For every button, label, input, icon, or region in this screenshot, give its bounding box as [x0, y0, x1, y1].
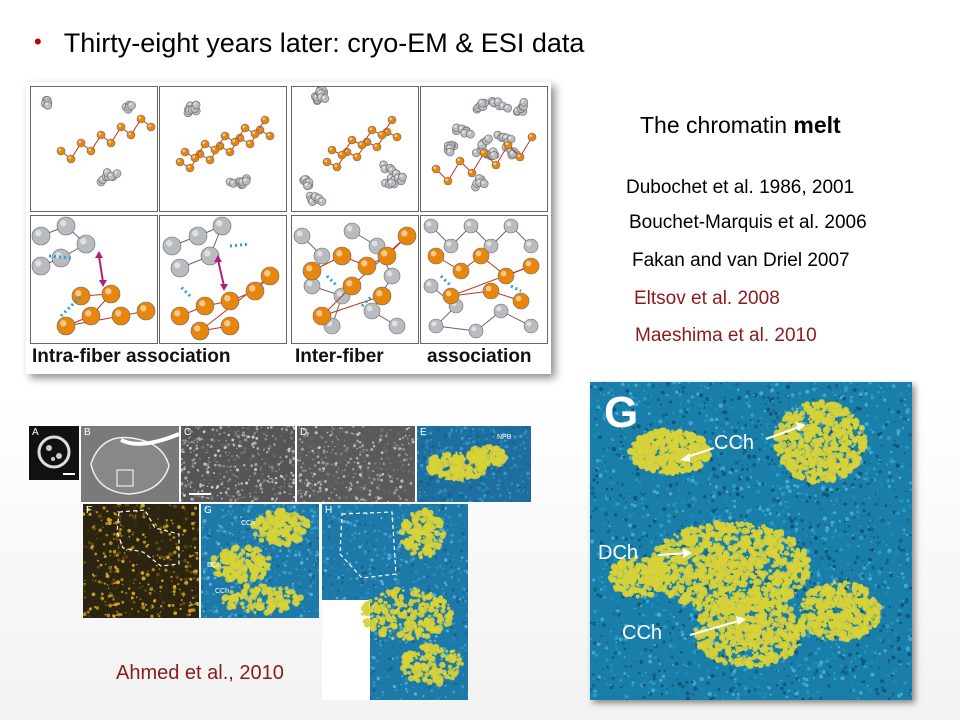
label-g: G — [204, 505, 212, 516]
reference-1: Dubochet et al. 1986, 2001 — [626, 177, 855, 198]
esi-panel-d: D — [297, 426, 415, 502]
fiber-panel-1 — [30, 86, 158, 212]
esi-panel-b: B — [81, 426, 179, 502]
reference-4: Eltsov et al. 2008 — [634, 288, 780, 309]
credit-ahmed: Ahmed et al., 2010 — [116, 662, 284, 684]
title-text: Thirty-eight years later: cryo-EM & ESI … — [63, 28, 585, 58]
fiber-panel-7 — [291, 215, 419, 344]
reference-5: Maeshima et al. 2010 — [635, 325, 817, 346]
title-bullet: • — [34, 29, 42, 54]
fiber-panel-2 — [159, 86, 287, 212]
chromatin-melt-heading: The chromatin melt — [640, 112, 841, 139]
esi-panel-c: C — [181, 426, 295, 502]
fiber-association-figure: Intra-fiber association Inter-fiber asso… — [26, 82, 551, 374]
fiber-panel-5 — [30, 215, 158, 344]
esi-panel-e: E NPB — [417, 426, 531, 502]
heading-prefix: The chromatin — [640, 112, 794, 138]
reference-3: Fakan and van Driel 2007 — [632, 250, 850, 271]
caption-inter-fiber: Inter-fiber — [295, 346, 384, 367]
label-d: D — [300, 427, 308, 438]
reference-2: Bouchet-Marquis et al. 2006 — [629, 212, 867, 233]
label-b: B — [84, 427, 91, 438]
esi-panel-a: A — [29, 426, 79, 480]
cch-label-top: CCh — [714, 432, 755, 454]
cch-label-bottom: CCh — [622, 622, 663, 644]
esi-panel-h: H — [322, 504, 468, 700]
heading-bold: melt — [793, 112, 841, 138]
fiber-panel-3 — [291, 86, 419, 212]
esi-panel-g: G CCh DCh CCh — [201, 504, 319, 618]
label-e: E — [420, 427, 427, 438]
caption-intra-fiber: Intra-fiber association — [32, 346, 231, 367]
label-npb: NPB — [497, 434, 512, 441]
fiber-panel-4 — [420, 86, 548, 212]
large-esi-panel-g: G CCh DCh CCh — [590, 382, 912, 700]
label-f: F — [86, 505, 93, 516]
label-a: A — [32, 427, 39, 438]
caption-association: association — [427, 346, 532, 367]
esi-panel-f: F — [83, 504, 199, 618]
dch-label: DCh — [598, 542, 639, 564]
large-panel-letter: G — [604, 388, 639, 437]
fiber-panel-8 — [420, 215, 548, 344]
label-g-cch2: CCh — [215, 588, 230, 595]
label-g-dch: DCh — [207, 562, 222, 569]
label-g-cch: CCh — [241, 520, 256, 527]
fiber-panel-6 — [159, 215, 287, 344]
slide-title: • Thirty-eight years later: cryo-EM & ESI… — [34, 28, 584, 59]
label-h: H — [325, 505, 333, 516]
label-c: C — [184, 427, 192, 438]
